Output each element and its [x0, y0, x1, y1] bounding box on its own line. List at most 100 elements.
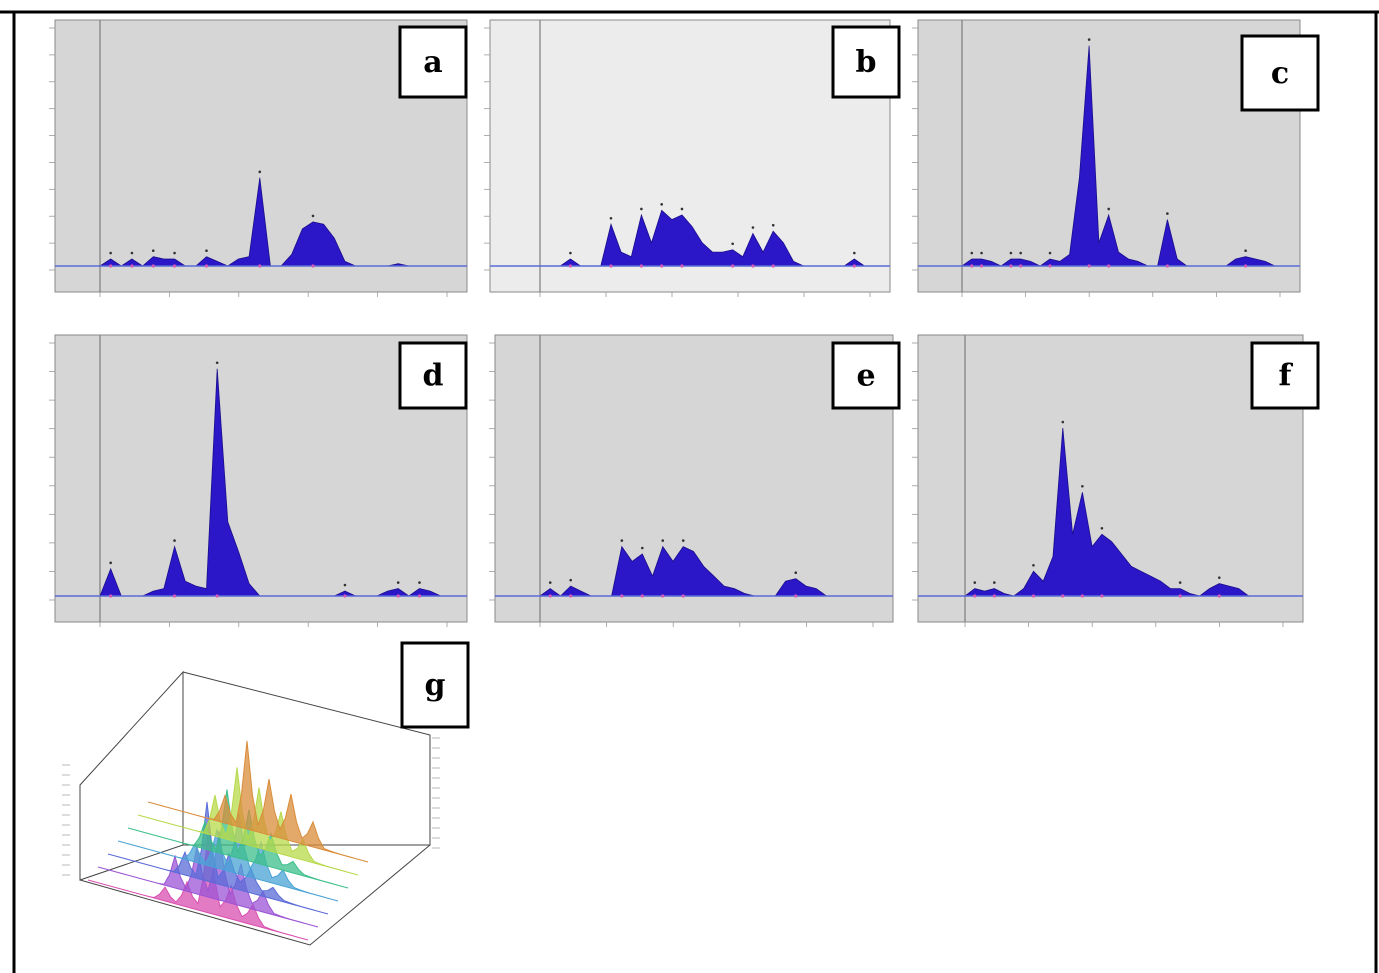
peak-mark — [109, 251, 112, 255]
plot-border — [917, 19, 1301, 293]
box-back-left — [79, 670, 184, 881]
plot-border — [489, 19, 891, 293]
integration-mark — [1061, 594, 1065, 598]
integration-mark — [1165, 264, 1169, 268]
peak-mark — [640, 207, 643, 211]
integration-mark — [731, 264, 735, 268]
integration-mark — [1100, 594, 1104, 598]
integration-mark — [311, 264, 315, 268]
integration-mark — [1107, 264, 1111, 268]
label-box — [1250, 341, 1320, 410]
integration-mark — [639, 264, 644, 268]
integration-mark — [151, 264, 155, 268]
panel-c — [912, 19, 1301, 297]
integration-mark — [979, 264, 984, 268]
peak-mark — [680, 207, 684, 211]
peak-mark — [1244, 249, 1247, 253]
label-text: e — [856, 359, 875, 394]
label-box — [831, 25, 901, 99]
panel-label-c: c — [1240, 34, 1320, 112]
peak-mark — [396, 581, 400, 584]
integration-mark — [109, 264, 113, 268]
series-trace-3 — [107, 801, 329, 915]
integration-mark — [343, 594, 347, 598]
panel-label-b: b — [831, 25, 901, 99]
peak-mark — [853, 251, 856, 255]
peak-mark — [205, 249, 208, 253]
peak-mark — [1009, 251, 1013, 255]
peak-mark — [1048, 251, 1052, 255]
integration-mark — [569, 594, 573, 598]
series-trace-5 — [127, 789, 349, 889]
integration-mark — [751, 264, 755, 268]
integration-mark — [172, 264, 177, 268]
peak-mark — [173, 251, 176, 255]
peak-mark — [620, 539, 624, 542]
label-text: c — [1271, 56, 1289, 91]
panel-a — [49, 19, 468, 297]
integration-mark — [992, 594, 996, 598]
label-box — [1240, 34, 1320, 112]
label-text: b — [856, 45, 877, 80]
integration-mark — [771, 264, 775, 268]
panel-label-e: e — [831, 341, 901, 410]
peak-mark — [1032, 564, 1035, 567]
integration-mark — [1217, 594, 1221, 598]
integration-mark — [1009, 264, 1013, 268]
peak-mark — [973, 581, 977, 584]
plot-border — [917, 334, 1304, 623]
label-text: f — [1279, 359, 1294, 394]
integration-mark — [258, 264, 262, 268]
integration-mark — [680, 264, 684, 268]
panel-labels: a b c d e f g — [398, 25, 1320, 729]
plot-border — [54, 19, 468, 293]
integration-mark — [973, 594, 977, 598]
peak-mark — [1019, 251, 1022, 255]
peak-mark — [661, 539, 665, 542]
panel-b — [484, 19, 891, 297]
peak-mark — [1081, 484, 1084, 488]
box-floor — [79, 844, 431, 946]
peak-mark — [1166, 212, 1169, 215]
integration-mark — [1019, 264, 1023, 268]
label-box — [398, 341, 468, 410]
plot-border — [494, 334, 894, 623]
panel-label-a: a — [398, 25, 468, 99]
peak-mark — [130, 251, 134, 255]
integration-mark — [130, 264, 134, 268]
integration-mark — [1087, 264, 1091, 268]
peak-mark — [311, 214, 315, 218]
label-box — [398, 25, 468, 99]
integration-mark — [620, 594, 624, 598]
chromatogram-peaks — [963, 427, 1291, 597]
integration-mark — [970, 264, 974, 268]
peak-mark — [751, 226, 755, 229]
integration-mark — [1031, 594, 1036, 598]
integration-mark — [568, 264, 573, 268]
integration-mark — [109, 594, 113, 598]
peak-mark — [993, 581, 996, 584]
label-text: g — [425, 668, 446, 703]
integration-mark — [852, 264, 856, 268]
integration-mark — [1048, 264, 1052, 268]
peak-mark — [151, 249, 155, 253]
panel-g-3d-overlay — [62, 670, 440, 946]
integration-mark — [661, 594, 665, 598]
integration-mark — [609, 264, 613, 268]
peak-mark — [681, 539, 685, 542]
panel-label-f: f — [1250, 341, 1320, 410]
peak-mark — [980, 251, 983, 255]
integration-mark — [417, 594, 422, 598]
peak-mark — [215, 361, 219, 365]
label-box — [400, 641, 470, 729]
peak-mark — [109, 561, 112, 565]
plot-border — [54, 334, 468, 623]
peak-mark — [569, 578, 572, 582]
integration-mark — [215, 594, 219, 598]
peak-mark — [548, 581, 552, 584]
plot-background — [55, 335, 467, 622]
panel-e — [489, 334, 894, 627]
peak-mark — [1178, 581, 1182, 584]
peak-mark — [794, 571, 798, 575]
